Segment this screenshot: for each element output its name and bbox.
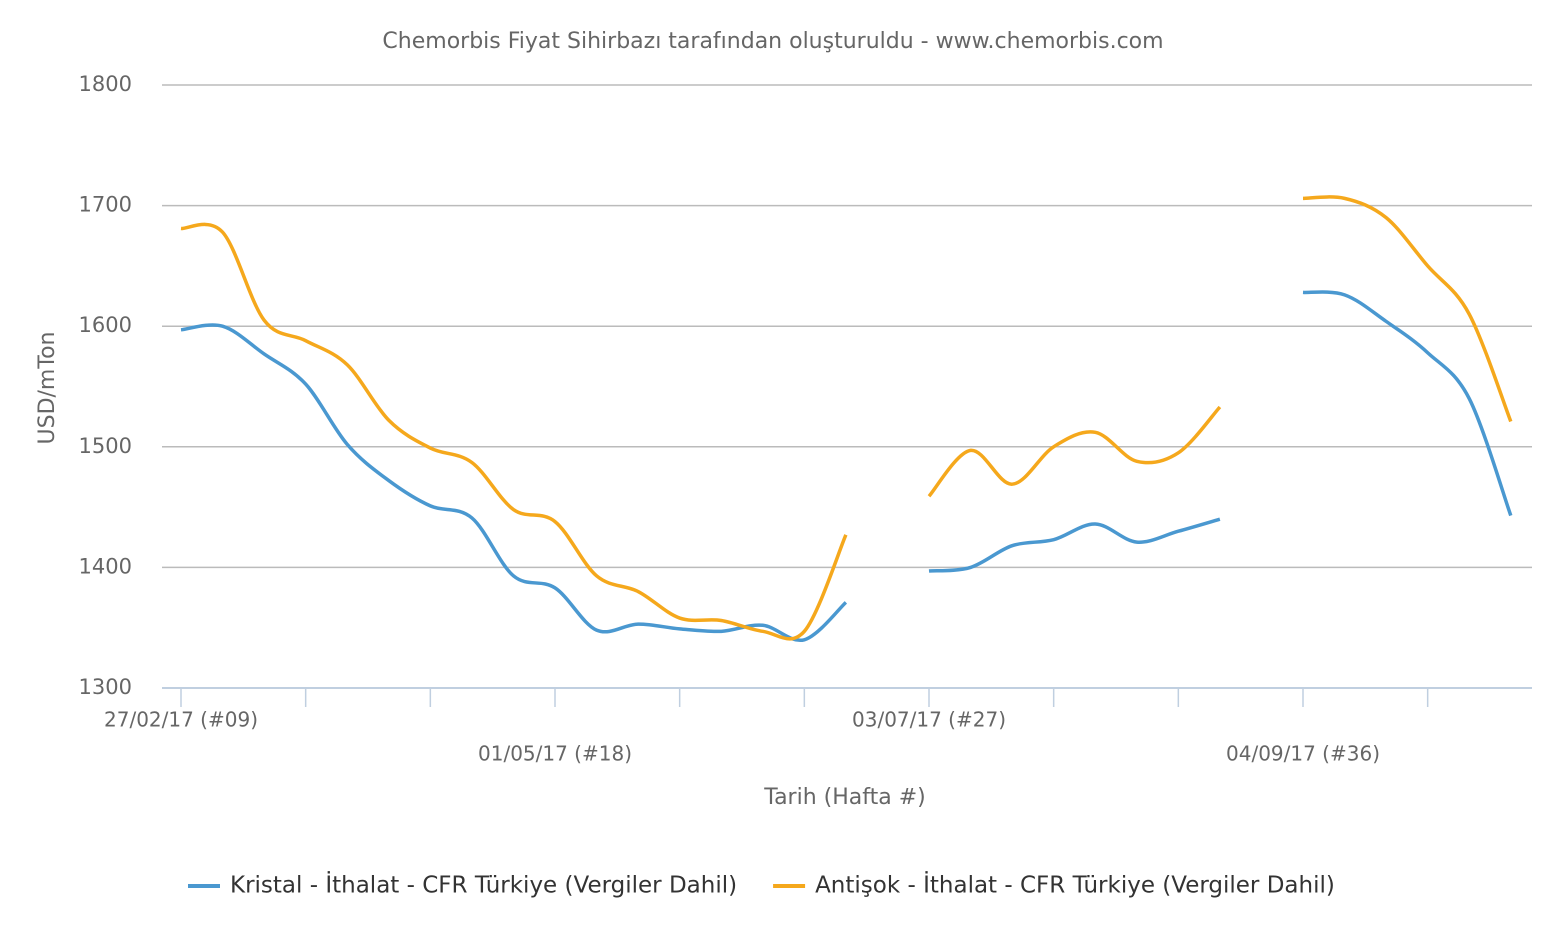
x-tick-label: 01/05/17 (#18) (478, 742, 632, 766)
legend: Kristal - İthalat - CFR Türkiye (Vergile… (188, 871, 1335, 899)
y-tick-label: 1800 (79, 72, 132, 96)
y-tick-label: 1400 (79, 554, 132, 578)
y-tick-label: 1300 (79, 675, 132, 699)
x-tick-label: 03/07/17 (#27) (852, 708, 1006, 732)
series-line (180, 290, 1513, 643)
x-axis-title: Tarih (Hafta #) (763, 785, 925, 810)
y-tick-label: 1700 (79, 193, 132, 217)
y-tick-label: 1500 (79, 434, 132, 458)
y-axis-title: USD/mTon (35, 332, 60, 445)
x-tick-label: 27/02/17 (#09) (104, 708, 258, 732)
x-tick-label: 04/09/17 (#36) (1226, 742, 1380, 766)
series-line (180, 195, 1513, 641)
legend-label: Antişok - İthalat - CFR Türkiye (Vergile… (815, 871, 1335, 899)
chart-title: Chemorbis Fiyat Sihirbazı tarafından olu… (382, 29, 1163, 54)
legend-label: Kristal - İthalat - CFR Türkiye (Vergile… (230, 871, 737, 899)
y-tick-label: 1600 (79, 313, 132, 337)
